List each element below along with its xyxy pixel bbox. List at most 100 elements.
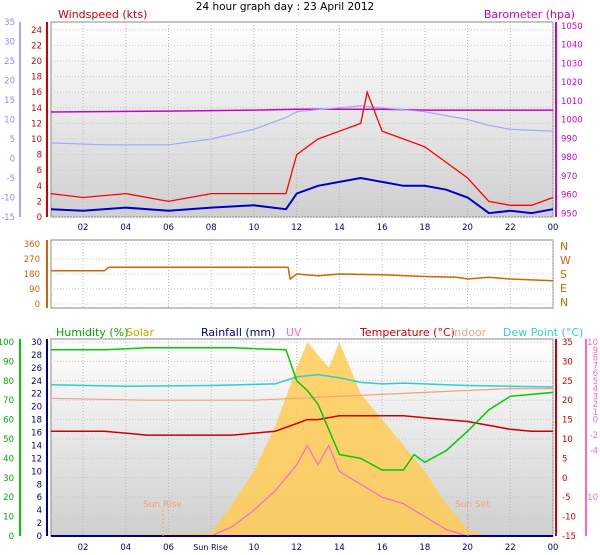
dewpoint-tick-label: 0 bbox=[593, 416, 598, 426]
wind-direction-line bbox=[51, 266, 554, 282]
dewpoint-tick-label: -4 bbox=[590, 447, 598, 457]
dewpoint-tick-label: 10 bbox=[587, 338, 598, 348]
x-tick-label: 22 bbox=[505, 543, 516, 553]
temperature-tick-label: 20 bbox=[562, 396, 573, 406]
barometer-tick-label: 980 bbox=[561, 153, 577, 163]
humidity-tick-label: 100 bbox=[0, 338, 14, 348]
far-left-tick-label: 20 bbox=[4, 77, 15, 87]
x-tick-label: 16 bbox=[377, 223, 388, 233]
temperature-line bbox=[51, 414, 553, 436]
compass-label: N bbox=[560, 240, 568, 253]
temperature-tick-label: 30 bbox=[562, 357, 573, 367]
barometer-tick-label: 1010 bbox=[561, 97, 583, 107]
x-tick-label: 20 bbox=[462, 223, 473, 233]
windspeed-tick-label: 0 bbox=[37, 213, 42, 223]
barometer-tick-label: 1030 bbox=[561, 59, 583, 69]
direction-tick-label: 180 bbox=[24, 270, 40, 280]
temperature-panel: Humidity (%) Solar Rainfall (mm) UV Temp… bbox=[0, 326, 598, 553]
rainfall-tick-label: 18 bbox=[31, 416, 42, 426]
temperature-tick-label: -15 bbox=[562, 532, 576, 542]
x-tick-label: 20 bbox=[462, 543, 473, 553]
windspeed-plot-area bbox=[50, 21, 554, 218]
legend-indoor: Indoor bbox=[451, 326, 487, 339]
temperature-tick-label: 35 bbox=[562, 338, 573, 348]
compass-label: S bbox=[560, 268, 567, 281]
chart-title: 24 hour graph day : 23 April 2012 bbox=[196, 1, 374, 13]
windspeed-tick-label: 6 bbox=[37, 166, 42, 176]
humidity-tick-label: 20 bbox=[3, 493, 14, 503]
windspeed-panel: Windspeed (kts) Barometer (hpa) 24222018… bbox=[1, 8, 583, 233]
rainfall-tick-label: 22 bbox=[31, 390, 42, 400]
temperature-tick-label: 15 bbox=[562, 416, 573, 426]
windspeed-tick-label: 20 bbox=[31, 57, 42, 67]
windspeed-tick-label: 4 bbox=[37, 182, 42, 192]
rainfall-tick-label: 24 bbox=[31, 377, 42, 387]
x-tick-label: 06 bbox=[163, 223, 174, 233]
legend-rainfall: Rainfall (mm) bbox=[201, 326, 275, 339]
dewpoint-tick-label: 9 bbox=[593, 346, 598, 356]
rainfall-tick-label: 4 bbox=[37, 506, 42, 516]
far-left-tick-label: 5 bbox=[10, 135, 15, 145]
x-tick-label: 18 bbox=[419, 543, 430, 553]
x-tick-label: 14 bbox=[334, 543, 345, 553]
barometer-tick-label: 950 bbox=[561, 209, 577, 219]
compass-label: E bbox=[560, 282, 567, 295]
direction-tick-label: 270 bbox=[24, 255, 40, 265]
x-tick-label: 04 bbox=[120, 223, 131, 233]
far-left-tick-label: 0 bbox=[10, 155, 15, 165]
humidity-tick-label: 90 bbox=[3, 357, 14, 367]
x-tick-label: 18 bbox=[419, 223, 430, 233]
windspeed-axis-title: Windspeed (kts) bbox=[58, 8, 147, 21]
x-tick-label: 14 bbox=[334, 223, 345, 233]
windspeed-tick-label: 14 bbox=[31, 104, 42, 114]
windspeed-tick-label: 18 bbox=[31, 73, 42, 83]
solar-area bbox=[51, 342, 553, 536]
direction-tick-label: 360 bbox=[24, 240, 40, 250]
rainfall-tick-label: 6 bbox=[37, 493, 42, 503]
temperature-tick-label: -5 bbox=[562, 493, 570, 503]
windspeed-tick-label: 16 bbox=[31, 88, 42, 98]
legend-uv: UV bbox=[286, 326, 302, 339]
feels-like-line bbox=[50, 105, 554, 146]
barometer-axis-title: Barometer (hpa) bbox=[484, 8, 575, 21]
barometer-tick-label: 1020 bbox=[561, 78, 583, 88]
rainfall-tick-label: 20 bbox=[31, 403, 42, 413]
sunrise-label: Sun Rise bbox=[143, 500, 182, 510]
windspeed-gridlines bbox=[51, 22, 554, 218]
indoor-temperature-line bbox=[50, 388, 553, 401]
humidity-line bbox=[51, 347, 554, 471]
windspeed-tick-label: 22 bbox=[31, 41, 42, 51]
gust-line bbox=[50, 89, 554, 206]
compass-label: W bbox=[560, 254, 571, 267]
rainfall-tick-label: 10 bbox=[31, 467, 42, 477]
humidity-tick-label: 10 bbox=[3, 513, 14, 523]
far-left-tick-label: 35 bbox=[4, 18, 15, 28]
windspeed-tick-label: 10 bbox=[31, 135, 42, 145]
direction-series bbox=[51, 266, 554, 282]
temperature-tick-label: 0 bbox=[562, 474, 567, 484]
sunset-label: Sun Set bbox=[455, 500, 490, 510]
legend-humidity: Humidity (%) bbox=[56, 326, 128, 339]
windspeed-tick-label: 2 bbox=[37, 197, 42, 207]
barometer-tick-label: 970 bbox=[561, 172, 577, 182]
temperature-tick-label: 5 bbox=[562, 454, 567, 464]
far-left-tick-label: -10 bbox=[1, 194, 15, 204]
far-left-tick-label: 15 bbox=[4, 96, 15, 106]
rainfall-tick-label: 12 bbox=[31, 454, 42, 464]
far-left-tick-label: 25 bbox=[4, 57, 15, 67]
x-tick-label: 12 bbox=[291, 543, 302, 553]
dewpoint-line bbox=[50, 373, 554, 388]
windspeed-tick-label: 24 bbox=[31, 26, 42, 36]
barometer-tick-label: 960 bbox=[561, 191, 577, 201]
x-tick-label: 10 bbox=[249, 223, 260, 233]
far-left-tick-label: 10 bbox=[4, 116, 15, 126]
compass-label: N bbox=[560, 296, 568, 309]
temperature-tick-label: -10 bbox=[562, 513, 576, 523]
dewpoint-tick-label: 6 bbox=[593, 369, 598, 379]
legend-dewpoint: Dew Point (°C) bbox=[503, 326, 583, 339]
direction-tick-label: 90 bbox=[29, 285, 40, 295]
temperature-tick-label: 25 bbox=[562, 377, 573, 387]
dewpoint-tick-label: -2 bbox=[590, 431, 598, 441]
